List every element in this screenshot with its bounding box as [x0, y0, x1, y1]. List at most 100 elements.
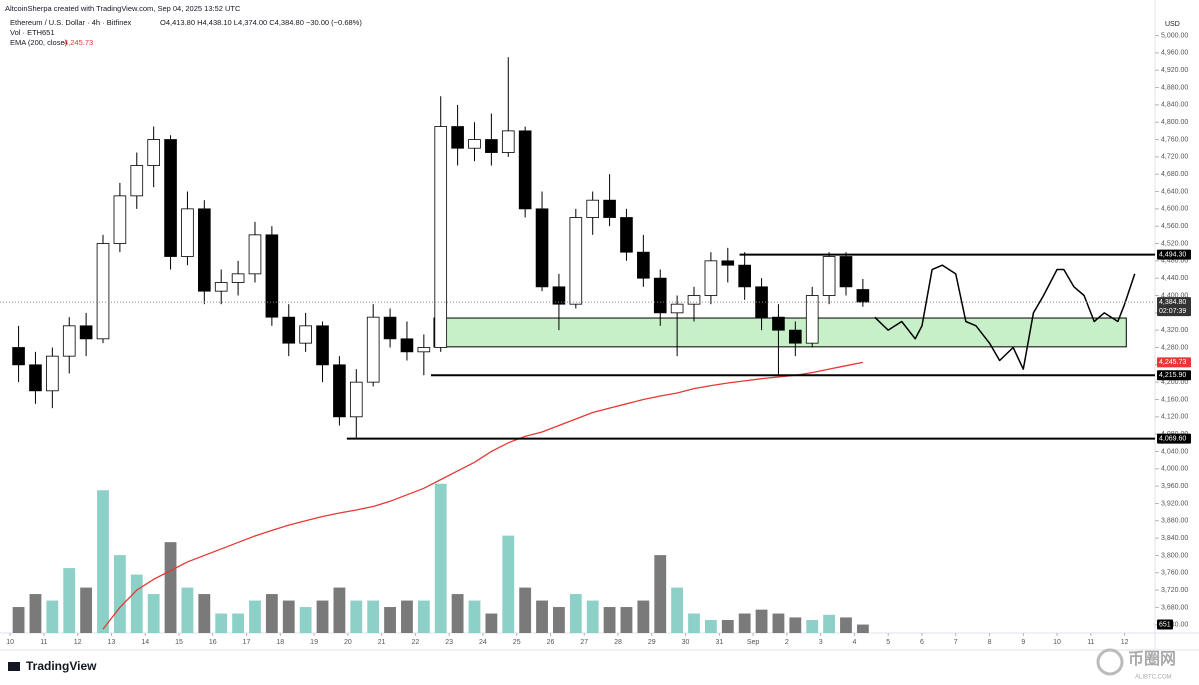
- y-tick-label: 4,160.00: [1161, 396, 1188, 403]
- candle-body: [333, 364, 346, 418]
- candle-body: [147, 139, 160, 166]
- x-tick-label: 5: [886, 639, 890, 646]
- y-tick-label: 3,840.00: [1161, 535, 1188, 542]
- volume-bar: [232, 613, 245, 633]
- candle-body: [637, 251, 650, 279]
- volume-bar: [130, 574, 143, 633]
- candle-body: [113, 195, 127, 244]
- y-tick-label: 4,960.00: [1161, 50, 1188, 57]
- x-tick-label: Sep: [747, 639, 760, 646]
- volume-bar: [316, 600, 329, 633]
- y-tick-label: 5,000.00: [1161, 32, 1188, 39]
- volume-bar: [434, 483, 447, 633]
- ema-line: [102, 361, 863, 630]
- y-tick-label: 4,680.00: [1161, 171, 1188, 178]
- x-tick-label: 22: [411, 639, 419, 646]
- x-tick-label: 3: [819, 639, 823, 646]
- ema-label: EMA (200, close): [10, 38, 68, 47]
- x-tick-label: 19: [310, 639, 318, 646]
- y-tick-label: 4,520.00: [1161, 240, 1188, 247]
- y-tick-label: 4,600.00: [1161, 206, 1188, 213]
- y-tick-label: 4,840.00: [1161, 102, 1188, 109]
- y-tick-label: 4,280.00: [1161, 344, 1188, 351]
- candle-body: [789, 329, 802, 344]
- volume-bar: [282, 600, 295, 633]
- x-tick-label: 12: [1121, 639, 1129, 646]
- volume-label: Vol · ETH: [10, 28, 42, 37]
- ohlc: O4,413.80 H4,438.10 L4,374.00 C4,384.80 …: [160, 18, 362, 27]
- y-tick-label: 3,920.00: [1161, 500, 1188, 507]
- volume-bar: [755, 609, 768, 633]
- volume-bar: [164, 542, 177, 633]
- candle-body: [349, 381, 363, 418]
- watermark: 币圈网: [1128, 650, 1176, 668]
- x-tick-label: 15: [175, 639, 183, 646]
- y-tick-label: 4,920.00: [1161, 67, 1188, 74]
- y-tick-label: 4,880.00: [1161, 84, 1188, 91]
- volume-tag-label: 651: [1159, 621, 1171, 628]
- price-tag: [1157, 249, 1191, 260]
- volume-bar: [569, 594, 582, 633]
- volume-bar: [738, 613, 751, 633]
- y-tick-label: 4,560.00: [1161, 223, 1188, 230]
- x-tick-label: 20: [344, 639, 352, 646]
- candle-body: [586, 199, 600, 218]
- volume-bar: [840, 617, 852, 633]
- candle-body: [839, 256, 853, 288]
- price-tag: [1157, 370, 1191, 381]
- credit: AltcoinSherpa created with TradingView.c…: [5, 4, 241, 13]
- candle-body: [501, 130, 515, 153]
- x-tick-label: 28: [614, 639, 622, 646]
- x-tick-label: 11: [1087, 639, 1094, 646]
- y-tick-label: 3,640.00: [1161, 622, 1188, 629]
- projection-line: [874, 264, 1136, 370]
- x-tick-label: 21: [378, 639, 386, 646]
- x-tick-label: 2: [785, 639, 789, 646]
- candle-body: [248, 234, 262, 275]
- volume-bar: [721, 620, 734, 633]
- volume-bar: [823, 614, 836, 633]
- candle-body: [755, 286, 768, 318]
- x-tick-label: 18: [276, 639, 284, 646]
- x-tick-label: 24: [479, 639, 487, 646]
- x-tick-label: 6: [920, 639, 924, 646]
- candle-body: [738, 264, 751, 288]
- logo-icon: [8, 662, 20, 671]
- candle-body: [451, 126, 464, 149]
- y-tick-label: 4,800.00: [1161, 119, 1188, 126]
- candle-body: [417, 347, 431, 353]
- volume-bar: [367, 600, 380, 633]
- y-tick-label: 3,880.00: [1161, 518, 1188, 525]
- price-tag-label: 4,384.80: [1159, 299, 1186, 306]
- x-tick-label: 10: [1053, 639, 1061, 646]
- candle-body: [569, 217, 583, 305]
- volume-bar: [97, 490, 109, 633]
- logo: TradingView: [8, 659, 97, 673]
- candle-body: [603, 199, 616, 218]
- y-tick-label: 4,040.00: [1161, 448, 1188, 455]
- x-tick-label: 27: [580, 639, 588, 646]
- x-tick-label: 14: [141, 639, 149, 646]
- x-tick-label: 29: [648, 639, 656, 646]
- volume-bar: [299, 607, 312, 633]
- candle-body: [518, 130, 532, 210]
- candle-body: [299, 325, 312, 344]
- candle-body: [181, 208, 194, 257]
- candle-body: [383, 316, 397, 340]
- volume-bar: [671, 587, 684, 633]
- symbol: Ethereum / U.S. Dollar · 4h · Bitfinex: [10, 18, 132, 27]
- volume-bar: [333, 587, 346, 633]
- volume-bar: [536, 600, 548, 633]
- candle-body: [265, 234, 279, 318]
- x-tick-label: 30: [682, 639, 690, 646]
- y-tick-label: 3,800.00: [1161, 552, 1188, 559]
- candle-body: [198, 208, 211, 292]
- x-tick-label: 25: [513, 639, 521, 646]
- volume-bar: [417, 600, 430, 633]
- candle-body: [805, 295, 819, 344]
- candle-body: [96, 243, 110, 340]
- candle-body: [535, 208, 549, 288]
- price-tag: [1157, 297, 1191, 317]
- volume-bar: [215, 613, 228, 633]
- x-tick-label: 23: [445, 639, 453, 646]
